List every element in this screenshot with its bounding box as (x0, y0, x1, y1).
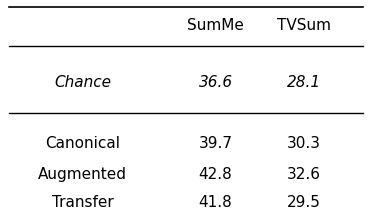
Text: 42.8: 42.8 (199, 167, 232, 182)
Text: Chance: Chance (54, 75, 111, 90)
Text: TVSum: TVSum (277, 18, 331, 33)
Text: Augmented: Augmented (38, 167, 127, 182)
Text: 41.8: 41.8 (199, 195, 232, 210)
Text: 39.7: 39.7 (199, 136, 232, 151)
Text: 28.1: 28.1 (287, 75, 321, 90)
Text: 36.6: 36.6 (199, 75, 232, 90)
Text: SumMe: SumMe (187, 18, 244, 33)
Text: 30.3: 30.3 (287, 136, 321, 151)
Text: 29.5: 29.5 (287, 195, 321, 210)
Text: Canonical: Canonical (45, 136, 120, 151)
Text: Transfer: Transfer (52, 195, 113, 210)
Text: 32.6: 32.6 (287, 167, 321, 182)
